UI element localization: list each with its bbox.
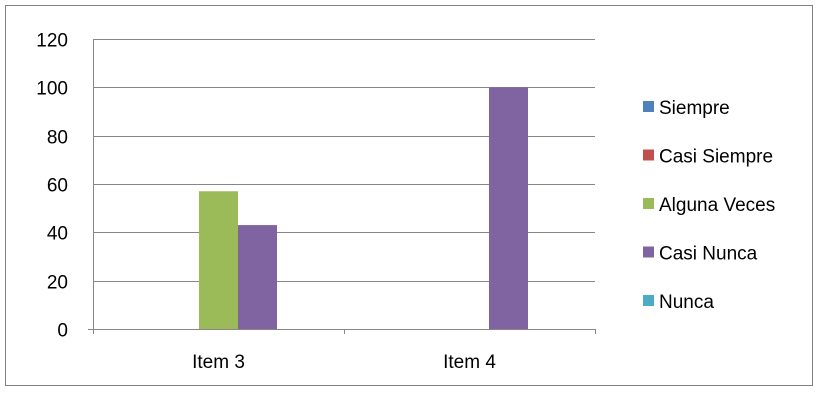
legend-label: Nunca — [659, 292, 714, 313]
legend-swatch — [643, 101, 654, 112]
axes: 0 20 40 60 80 100 120 Item 3 Item 4 — [36, 31, 596, 373]
legend: Siempre Casi Siempre Alguna Veces Casi Nunc… — [643, 98, 775, 313]
bar — [489, 87, 528, 329]
legend-label: Casi Siempre — [659, 147, 773, 168]
bars — [199, 87, 528, 329]
y-tick-label: 40 — [47, 224, 68, 245]
legend-label: Casi Nunca — [659, 244, 758, 265]
y-tick-label: 120 — [36, 31, 68, 52]
x-tick-label: Item 4 — [443, 352, 496, 373]
y-tick-label: 80 — [47, 128, 68, 149]
y-tick-label: 20 — [47, 273, 68, 294]
y-tick-label: 0 — [57, 321, 68, 342]
x-tick-label: Item 3 — [192, 352, 245, 373]
legend-label: Siempre — [659, 98, 730, 119]
chart-border — [5, 5, 813, 386]
legend-swatch — [643, 198, 654, 209]
y-tick-label: 100 — [36, 79, 68, 100]
legend-swatch — [643, 246, 654, 258]
bar — [238, 225, 277, 329]
legend-swatch — [643, 295, 654, 306]
y-tick-label: 60 — [47, 176, 68, 197]
legend-label: Alguna Veces — [659, 195, 775, 216]
legend-swatch — [643, 149, 654, 161]
bar — [199, 191, 238, 329]
